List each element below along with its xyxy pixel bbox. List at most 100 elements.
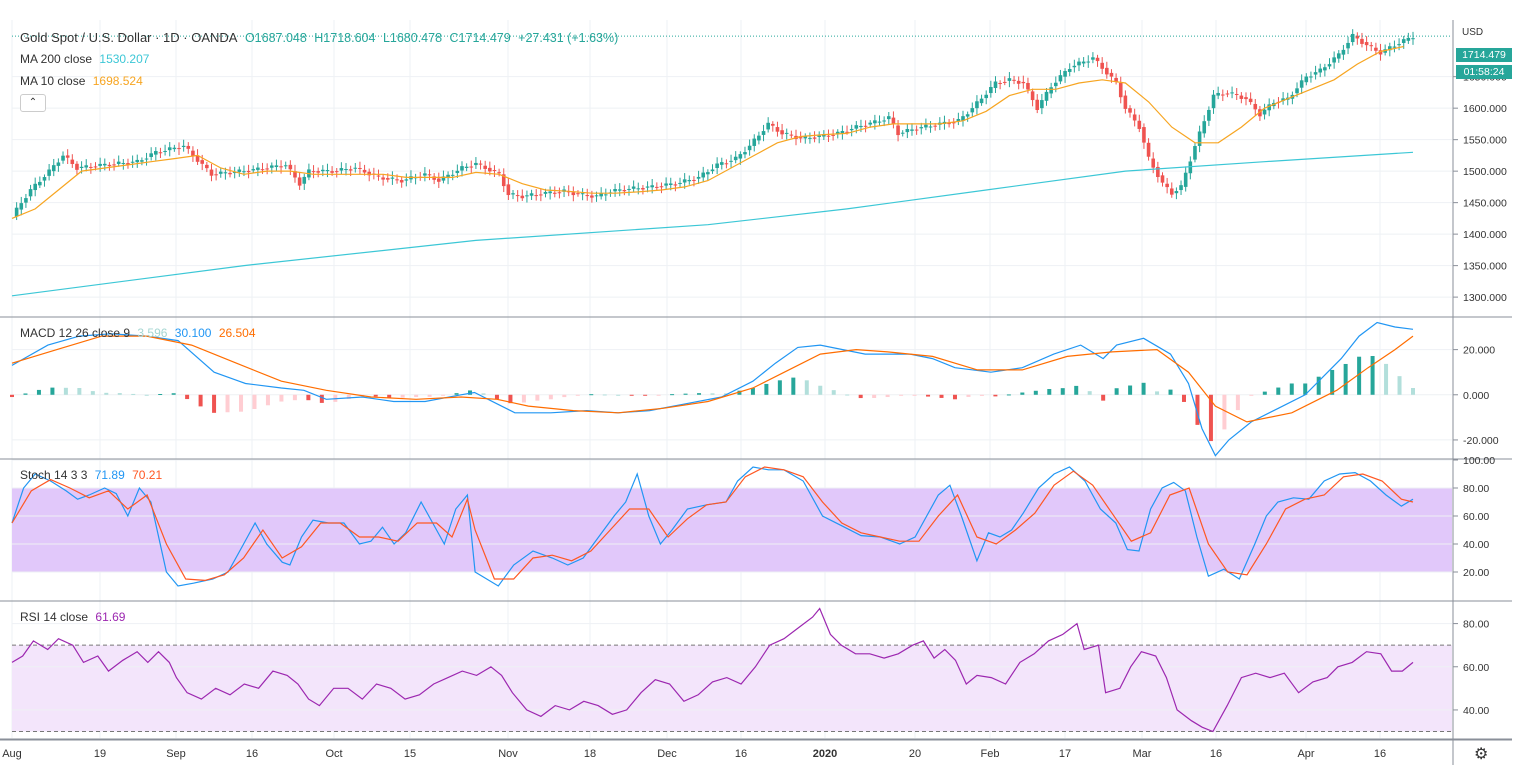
macd-histogram-bar bbox=[90, 391, 95, 395]
x-tick-label: 2020 bbox=[813, 748, 837, 760]
candle bbox=[246, 170, 251, 173]
candle bbox=[840, 130, 845, 134]
candle bbox=[181, 145, 186, 148]
candle bbox=[1132, 114, 1137, 121]
candle bbox=[863, 125, 868, 127]
macd-histogram-bar bbox=[481, 393, 486, 395]
collapse-legend-button[interactable]: ⌃ bbox=[20, 94, 46, 112]
candle bbox=[478, 163, 483, 165]
last-price-badge: 1714.479 bbox=[1456, 48, 1512, 62]
candle bbox=[195, 155, 200, 162]
candle bbox=[302, 176, 307, 184]
candle bbox=[339, 168, 344, 171]
ma200-value: 1530.207 bbox=[99, 52, 150, 66]
candle bbox=[423, 173, 427, 176]
macd-histogram-bar bbox=[212, 394, 217, 413]
macd-histogram-bar bbox=[265, 394, 270, 406]
candle bbox=[460, 166, 464, 171]
candle bbox=[1058, 75, 1063, 82]
candle bbox=[1165, 183, 1169, 188]
candle bbox=[752, 138, 757, 146]
macd-histogram-bar bbox=[23, 393, 28, 395]
candle bbox=[112, 164, 116, 166]
candle bbox=[75, 163, 79, 170]
candle bbox=[812, 137, 817, 139]
candle bbox=[1030, 91, 1035, 101]
candle bbox=[1183, 172, 1188, 187]
candle bbox=[585, 195, 590, 197]
y-tick-label: 60.00 bbox=[1463, 511, 1489, 523]
candle bbox=[1360, 38, 1364, 44]
candle bbox=[256, 167, 260, 170]
macd-histogram-bar bbox=[562, 394, 567, 398]
candle bbox=[1137, 120, 1142, 129]
candle bbox=[900, 132, 905, 134]
candle bbox=[928, 126, 933, 128]
candle bbox=[427, 174, 432, 176]
candle bbox=[515, 195, 520, 197]
macd-histogram-bar bbox=[1155, 391, 1160, 395]
stoch-legend[interactable]: Stoch 14 3 3 71.89 70.21 bbox=[20, 468, 166, 482]
macd-histogram-bar bbox=[63, 387, 68, 395]
symbol-legend: Gold Spot / U.S. Dollar · 1D · OANDA O16… bbox=[20, 30, 622, 45]
candle bbox=[381, 177, 385, 180]
candle bbox=[673, 184, 678, 186]
macd-histogram-bar bbox=[77, 388, 82, 395]
candle bbox=[919, 127, 924, 129]
candle bbox=[757, 135, 761, 141]
x-tick-label: 20 bbox=[909, 748, 921, 760]
candle bbox=[617, 189, 622, 191]
macd-histogram-bar bbox=[548, 394, 553, 400]
candle bbox=[1109, 72, 1114, 77]
candle bbox=[1309, 76, 1313, 78]
currency-text: USD bbox=[1462, 27, 1484, 38]
candle bbox=[1077, 61, 1081, 66]
ma10-legend[interactable]: MA 10 close 1698.524 bbox=[20, 74, 147, 88]
candle bbox=[631, 186, 636, 189]
y-tick-label: 40.00 bbox=[1463, 705, 1489, 717]
macd-histogram-bar bbox=[1060, 388, 1065, 395]
candle bbox=[1350, 33, 1355, 43]
candle bbox=[237, 169, 242, 172]
candle bbox=[1026, 82, 1030, 90]
candle bbox=[604, 194, 608, 196]
macd-histogram-bar bbox=[697, 393, 702, 395]
candle bbox=[436, 178, 441, 182]
rsi-legend[interactable]: RSI 14 close 61.69 bbox=[20, 610, 129, 624]
candle bbox=[529, 193, 534, 196]
symbol-title[interactable]: Gold Spot / U.S. Dollar · 1D · OANDA bbox=[20, 30, 238, 45]
macd-histogram-bar bbox=[1262, 391, 1267, 395]
macd-line bbox=[11, 321, 1414, 457]
macd-histogram-bar bbox=[1181, 394, 1186, 402]
candle bbox=[269, 165, 274, 168]
macd-legend[interactable]: MACD 12 26 close 9 3.596 30.100 26.504 bbox=[20, 326, 260, 340]
candle bbox=[102, 163, 107, 166]
candle bbox=[24, 198, 28, 203]
candle bbox=[970, 108, 975, 113]
macd-histogram-bar bbox=[656, 394, 661, 396]
candle bbox=[154, 151, 158, 155]
x-tick-label: 15 bbox=[404, 748, 416, 760]
candle bbox=[488, 167, 492, 172]
ma200-legend[interactable]: MA 200 close 1530.207 bbox=[20, 52, 153, 66]
candle bbox=[1401, 39, 1406, 43]
candle bbox=[539, 194, 543, 196]
macd-histogram-bar bbox=[1370, 356, 1375, 395]
currency-label[interactable]: USD bbox=[1462, 27, 1483, 38]
band-background bbox=[12, 488, 1452, 572]
candle bbox=[191, 150, 195, 157]
candle bbox=[1239, 95, 1244, 99]
macd-histogram-bar bbox=[575, 394, 580, 396]
candle bbox=[1086, 61, 1091, 63]
candle bbox=[1142, 127, 1146, 143]
candle bbox=[789, 134, 794, 136]
candle bbox=[107, 164, 112, 167]
candle bbox=[279, 166, 283, 168]
candle bbox=[121, 162, 126, 164]
candle bbox=[710, 169, 715, 172]
candle bbox=[891, 117, 896, 125]
candle bbox=[1067, 68, 1072, 72]
candle bbox=[167, 147, 172, 151]
gear-icon[interactable]: ⚙ bbox=[1474, 746, 1489, 763]
